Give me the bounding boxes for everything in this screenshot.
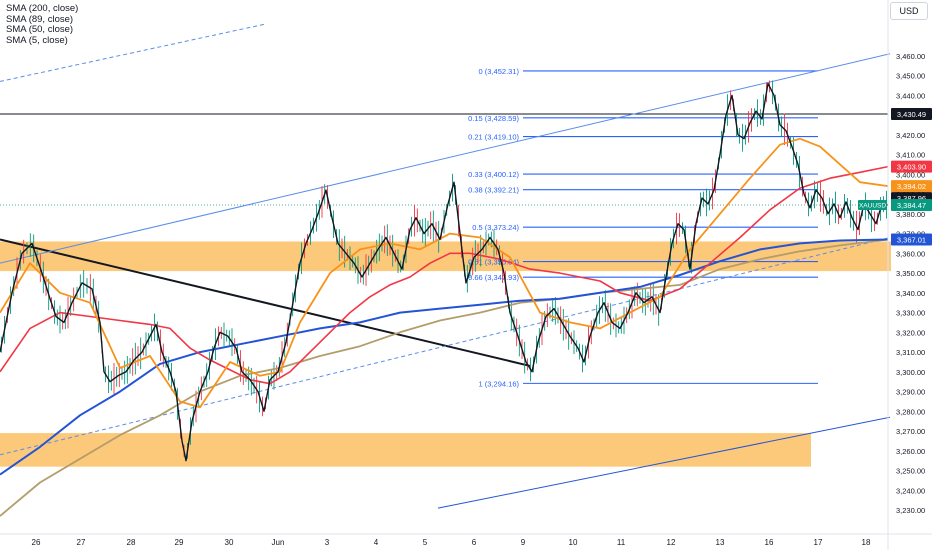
y-tick-label: 3,230.00	[896, 506, 925, 515]
legend-sma-89: SMA (89, close)	[6, 13, 74, 25]
price-line	[0, 82, 889, 462]
y-tick-label: 3,260.00	[896, 447, 925, 456]
trendline	[0, 238, 531, 367]
fib-level-label: 0.61 (3,355.84)	[468, 258, 519, 267]
y-tick-label: 3,400.00	[896, 170, 925, 179]
x-tick-label: 28	[127, 538, 136, 547]
y-tick-label: 3,410.00	[896, 151, 925, 160]
y-tick-label: 3,340.00	[896, 289, 925, 298]
fib-level-label: 0.15 (3,428.59)	[468, 114, 519, 123]
fib-level-label: 1 (3,294.16)	[479, 379, 520, 388]
y-tick-label: 3,360.00	[896, 249, 925, 258]
trendline	[437, 416, 891, 509]
fib-level-label: 0.66 (3,347.93)	[468, 273, 519, 282]
x-tick-label: 11	[617, 538, 626, 547]
y-tick-label: 3,330.00	[896, 309, 925, 318]
y-tick-label: 3,440.00	[896, 91, 925, 100]
x-tick-label: 26	[32, 538, 41, 547]
price-tag	[891, 180, 932, 193]
x-tick-label: 5	[423, 538, 428, 547]
y-tick-label: 3,350.00	[896, 269, 925, 278]
x-tick-label: 10	[569, 538, 578, 547]
sma-5-line	[0, 137, 889, 409]
x-tick-label: 16	[765, 538, 774, 547]
trendline	[0, 23, 266, 82]
price-tag-label: 3,430.49	[897, 110, 926, 119]
fib-level-label: 0.33 (3,400.12)	[468, 170, 519, 179]
price-tag-label: 3,384.47	[897, 201, 926, 210]
x-tick-label: 27	[77, 538, 86, 547]
x-tick-label: 17	[814, 538, 823, 547]
fib-level-label: 0 (3,452.31)	[479, 67, 520, 76]
y-tick-label: 3,290.00	[896, 388, 925, 397]
price-tag	[891, 108, 932, 121]
trendline	[0, 53, 891, 264]
y-tick-label: 3,280.00	[896, 407, 925, 416]
fib-level-label: 0.5 (3,373.24)	[472, 223, 519, 232]
price-tag-label: 3,367.01	[897, 235, 926, 244]
y-tick-label: 3,310.00	[896, 348, 925, 357]
price-tag-label: 3,394.02	[897, 182, 926, 191]
y-tick-label: 3,270.00	[896, 427, 925, 436]
x-tick-label: 3	[325, 538, 330, 547]
x-tick-label: 6	[472, 538, 477, 547]
y-tick-label: 3,250.00	[896, 467, 925, 476]
price-tag	[891, 160, 932, 173]
currency-button[interactable]: USD	[890, 2, 928, 20]
x-tick-label: Jun	[272, 538, 285, 547]
legend-sma-5: SMA (5, close)	[6, 34, 68, 46]
y-tick-label: 3,320.00	[896, 328, 925, 337]
legend-sma-200: SMA (200, close)	[6, 3, 79, 14]
x-tick-label: 13	[716, 538, 725, 547]
trendline	[0, 237, 891, 456]
price-tag-label: 3,403.90	[897, 163, 926, 172]
x-tick-label: 12	[667, 538, 676, 547]
symbol-tag	[858, 199, 887, 210]
x-tick-label: 9	[521, 538, 526, 547]
y-tick-label: 3,300.00	[896, 368, 925, 377]
x-tick-label: 30	[225, 538, 234, 547]
y-tick-label: 3,420.00	[896, 131, 925, 140]
indicator-legend: SMA (200, close) SMA (89, close) SMA (50…	[6, 3, 79, 46]
y-tick-label: 3,240.00	[896, 486, 925, 495]
symbol-tag-label: XAUUSD	[859, 202, 886, 209]
price-tag	[891, 233, 932, 246]
price-tag	[891, 198, 932, 211]
y-tick-label: 3,460.00	[896, 52, 925, 61]
x-tick-label: 4	[374, 538, 379, 547]
support-zone	[0, 433, 811, 467]
legend-sma-50: SMA (50, close)	[6, 24, 74, 35]
x-tick-label: 29	[175, 538, 184, 547]
fib-level-label: 0.21 (3,419.10)	[468, 133, 519, 142]
y-tick-label: 3,450.00	[896, 72, 925, 81]
x-tick-label: 18	[862, 538, 871, 547]
sma-200-line	[0, 238, 889, 476]
price-tag-label: 3,387.96	[897, 194, 926, 203]
sma-89-line	[0, 238, 889, 517]
fib-level-label: 0.38 (3,392.21)	[468, 186, 519, 195]
y-tick-label: 3,380.00	[896, 210, 925, 219]
sma-50-line	[0, 165, 889, 385]
